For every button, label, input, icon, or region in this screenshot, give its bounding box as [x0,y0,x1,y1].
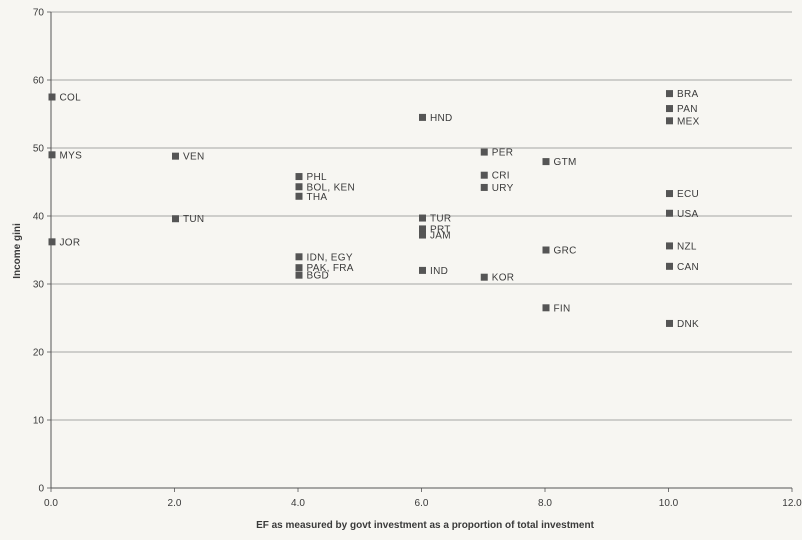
data-point-label: MYS [60,150,83,161]
data-point-label: BGD [307,271,330,282]
y-tick-label: 10 [33,416,45,427]
data-point-marker [666,262,673,270]
data-point-label: THA [307,192,328,203]
data-point-marker [542,246,550,254]
data-point-label: PER [492,148,513,159]
y-tick-label: 0 [38,484,44,495]
y-tick-label: 20 [33,348,45,359]
data-point-label: CRI [492,171,510,182]
x-tick-label: 0.0 [44,498,58,509]
data-point-marker [480,183,488,191]
data-point-label: CAN [677,262,699,273]
y-axis-title: Income gini [12,223,23,279]
data-point-marker [295,253,303,261]
data-point-label: COL [60,93,82,104]
data-point-marker [295,192,303,200]
data-point-label: BOL, KEN [307,182,356,193]
x-tick-label: 12.0 [782,498,802,509]
data-point-label: TUN [183,214,204,225]
data-point-marker [666,242,673,250]
data-point-label: GRC [554,246,577,257]
data-point-marker [542,158,550,166]
data-point-label: KOR [492,273,515,284]
y-tick-label: 50 [33,144,45,155]
data-point-label: VEN [183,152,204,163]
data-point-label: PHL [307,172,327,183]
data-point-marker [542,304,550,312]
data-point-label: PRT [430,224,451,235]
data-point-label: TUR [430,214,451,225]
axis-layer: 0 10 20 30 40 50 60 70 0.0 2.0 4.0 6.0 8.0 10.0 12.0 [33,8,802,510]
data-point-marker [48,151,56,159]
x-tick-label: 2.0 [168,498,182,509]
data-point-marker [419,225,426,233]
data-point-label: DNK [677,319,699,330]
data-point-label: FIN [554,303,571,314]
data-point-label: GTM [554,157,577,168]
data-point-label: URY [492,183,514,194]
data-point-label: IND [430,266,448,277]
x-tick-label: 10.0 [659,498,679,509]
data-point-marker [295,264,303,272]
data-point-marker [666,90,673,98]
y-tick-label: 70 [33,8,45,19]
data-point-label: PAK, FRA [307,263,354,274]
data-point-label: USA [677,209,698,220]
y-tick-label: 60 [33,76,45,87]
data-point-marker [172,215,179,223]
data-point-marker [172,152,179,160]
data-point-marker [666,105,673,113]
data-point-marker [666,190,673,198]
data-point-marker [48,93,56,101]
x-tick-label: 4.0 [291,498,305,509]
data-point-marker [419,214,426,222]
data-point-marker [419,113,426,121]
y-tick-label: 30 [33,280,45,291]
x-axis-title: EF as measured by govt investment as a p… [256,520,595,531]
data-point-label: JAM [430,231,451,242]
data-point-marker [48,238,56,246]
data-point-marker [295,271,303,279]
data-point-label: JOR [60,237,81,248]
data-point-label: HND [430,113,453,124]
data-point-label: NZL [677,241,697,252]
data-point-marker [480,148,488,156]
data-point-marker [295,183,303,191]
data-point-marker [419,266,426,274]
data-point-marker [480,273,488,281]
x-tick-label: 6.0 [415,498,429,509]
data-point-marker [666,209,673,217]
data-point-marker [295,173,303,181]
y-tick-label: 40 [33,212,45,223]
data-point-label: BRA [677,89,698,100]
x-tick-label: 8.0 [538,498,552,509]
data-point-marker [666,117,673,125]
data-point-label: IDN, EGY [307,252,353,263]
data-point-marker [480,171,488,179]
data-point-marker [419,231,426,239]
data-point-label: PAN [677,104,698,115]
data-point-label: ECU [677,189,699,200]
data-point-label: MEX [677,116,700,127]
data-point-marker [666,319,673,327]
